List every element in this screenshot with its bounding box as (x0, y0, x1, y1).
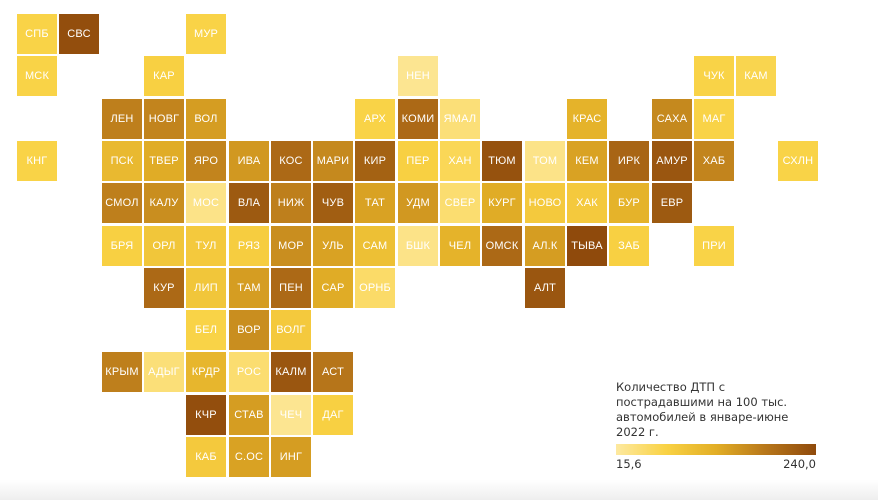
region-tile: КАБ (186, 437, 226, 477)
region-tile: ЛЕН (102, 99, 142, 139)
region-tile: ХАК (567, 183, 607, 223)
region-tile: КОМИ (398, 99, 438, 139)
region-tile: КАЛУ (144, 183, 184, 223)
region-tile: ЗАБ (609, 226, 649, 266)
region-tile: КОС (271, 141, 311, 181)
region-tile: КИР (355, 141, 395, 181)
region-tile: СМОЛ (102, 183, 142, 223)
region-tile: СХЛН (778, 141, 818, 181)
legend: Количество ДТП с пострадавшими на 100 ты… (616, 380, 816, 471)
region-tile: КУРГ (482, 183, 522, 223)
region-tile: САХА (652, 99, 692, 139)
region-tile: АЛ.К (525, 226, 565, 266)
region-tile: МУР (186, 14, 226, 54)
legend-color-scale (616, 444, 816, 455)
region-tile: КАР (144, 56, 184, 96)
legend-max-label: 240,0 (783, 457, 816, 471)
region-tile: РОС (229, 352, 269, 392)
region-tile: КАМ (736, 56, 776, 96)
region-tile: СВС (59, 14, 99, 54)
region-tile: КЕМ (567, 141, 607, 181)
region-tile: КРАС (567, 99, 607, 139)
region-tile: МОС (186, 183, 226, 223)
region-tile: ЧУК (694, 56, 734, 96)
region-tile: САР (313, 268, 353, 308)
region-tile: АМУР (652, 141, 692, 181)
region-tile: РЯЗ (229, 226, 269, 266)
region-tile: ЯМАЛ (440, 99, 480, 139)
region-tile: ПЕР (398, 141, 438, 181)
region-tile: НЕН (398, 56, 438, 96)
region-tile: БЕЛ (186, 310, 226, 350)
region-tile: МОР (271, 226, 311, 266)
region-tile: БУР (609, 183, 649, 223)
region-tile: КНГ (17, 141, 57, 181)
region-tile: БШК (398, 226, 438, 266)
region-tile: КАЛМ (271, 352, 311, 392)
region-tile: МАРИ (313, 141, 353, 181)
region-tile: ВЛА (229, 183, 269, 223)
region-tile: АСТ (313, 352, 353, 392)
region-tile: НОВГ (144, 99, 184, 139)
bottom-strip (0, 480, 878, 500)
region-tile: БРЯ (102, 226, 142, 266)
region-tile: ПЕН (271, 268, 311, 308)
region-tile: ЯРО (186, 141, 226, 181)
tile-map: СПБ СВС МУР МСК КАР НЕН ЧУК КАМ ЛЕН НОВГ ВОЛ АРХ КОМ… (17, 14, 818, 477)
region-tile: ИНГ (271, 437, 311, 477)
region-tile: ХАН (440, 141, 480, 181)
region-tile: ХАБ (694, 141, 734, 181)
region-tile: САМ (355, 226, 395, 266)
region-tile: ЛИП (186, 268, 226, 308)
region-tile: КРДР (186, 352, 226, 392)
region-tile: С.ОС (229, 437, 269, 477)
region-tile: ДАГ (313, 395, 353, 435)
region-tile: НИЖ (271, 183, 311, 223)
region-tile: ЧЕЧ (271, 395, 311, 435)
region-tile: УЛЬ (313, 226, 353, 266)
region-tile: АЛТ (525, 268, 565, 308)
region-tile: ТЮМ (482, 141, 522, 181)
region-tile: СВЕР (440, 183, 480, 223)
region-tile: ВОЛ (186, 99, 226, 139)
region-tile: СТАВ (229, 395, 269, 435)
region-tile: ОРЛ (144, 226, 184, 266)
region-tile: ИВА (229, 141, 269, 181)
region-tile: СПБ (17, 14, 57, 54)
legend-labels: 15,6 240,0 (616, 457, 816, 471)
region-tile: ЧЕЛ (440, 226, 480, 266)
legend-min-label: 15,6 (616, 457, 642, 471)
region-tile: НОВО (525, 183, 565, 223)
region-tile: ЕВР (652, 183, 692, 223)
region-tile: КРЫМ (102, 352, 142, 392)
region-tile: МАГ (694, 99, 734, 139)
legend-title: Количество ДТП с пострадавшими на 100 ты… (616, 380, 789, 439)
region-tile: ТАТ (355, 183, 395, 223)
region-tile: ТВЕР (144, 141, 184, 181)
region-tile: ЧУВ (313, 183, 353, 223)
region-tile: ВОЛГ (271, 310, 311, 350)
region-tile: АРХ (355, 99, 395, 139)
region-tile: КЧР (186, 395, 226, 435)
region-tile: АДЫГ (144, 352, 184, 392)
region-tile: ОРНБ (355, 268, 395, 308)
region-tile: ПСК (102, 141, 142, 181)
region-tile: ПРИ (694, 226, 734, 266)
region-tile: ТОМ (525, 141, 565, 181)
region-tile: ОМСК (482, 226, 522, 266)
region-tile: КУР (144, 268, 184, 308)
region-tile: ИРК (609, 141, 649, 181)
region-tile: ТАМ (229, 268, 269, 308)
region-tile: ТУЛ (186, 226, 226, 266)
region-tile: УДМ (398, 183, 438, 223)
region-tile: МСК (17, 56, 57, 96)
region-tile: ВОР (229, 310, 269, 350)
region-tile: ТЫВА (567, 226, 607, 266)
